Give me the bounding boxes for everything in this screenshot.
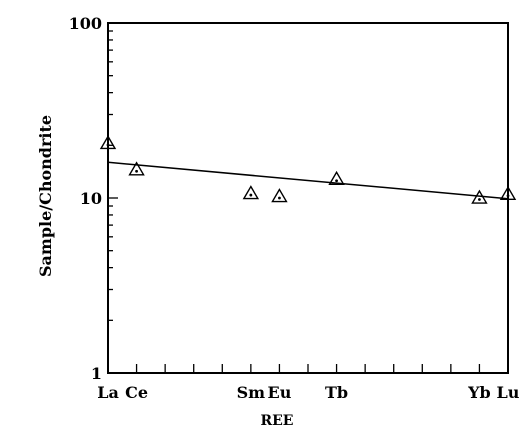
y-axis-title: Sample/Chondrite	[36, 115, 55, 277]
y-tick-label: 1	[91, 364, 102, 383]
x-axis-title: REE	[261, 413, 294, 429]
x-tick-label-sm: Sm	[237, 383, 266, 402]
data-point-ce	[128, 161, 145, 176]
marker-center-dot	[506, 194, 510, 198]
data-point-lu	[499, 185, 517, 201]
plot-axes	[107, 22, 509, 374]
x-tick-label-lu: Lu	[497, 383, 520, 402]
y-tick-label: 10	[80, 189, 102, 208]
axis-ticks	[107, 22, 509, 374]
marker-center-dot	[335, 179, 338, 183]
triangle-marker	[271, 188, 288, 203]
data-point-eu	[271, 188, 288, 203]
data-point-yb	[471, 189, 488, 204]
marker-center-dot	[478, 198, 481, 201]
data-point-sm	[242, 185, 260, 200]
y-tick-label: 100	[69, 14, 102, 33]
data-points	[99, 135, 517, 204]
triangle-marker	[328, 170, 345, 185]
triangle-marker	[128, 161, 145, 176]
trend-line-group	[107, 161, 509, 200]
x-tick-label-tb: Tb	[325, 383, 348, 402]
data-point-tb	[328, 170, 345, 185]
marker-center-dot	[278, 196, 281, 200]
x-tick-label-la: La	[97, 383, 119, 402]
marker-center-dot	[106, 143, 110, 147]
marker-center-dot	[249, 193, 253, 197]
triangle-marker	[242, 185, 260, 200]
tick-labels: La Ce Sm Eu Tb Yb Lu 1 10 100	[69, 14, 520, 402]
triangle-marker	[471, 189, 488, 204]
marker-center-dot	[135, 169, 138, 173]
x-tick-label-eu: Eu	[268, 383, 292, 402]
x-tick-label-yb: Yb	[467, 383, 491, 402]
triangle-marker	[99, 135, 117, 150]
x-tick-label-ce: Ce	[125, 383, 148, 402]
data-point-la	[99, 135, 117, 150]
trend-line	[107, 161, 509, 200]
plot-frame	[107, 22, 509, 374]
triangle-marker	[499, 185, 517, 201]
